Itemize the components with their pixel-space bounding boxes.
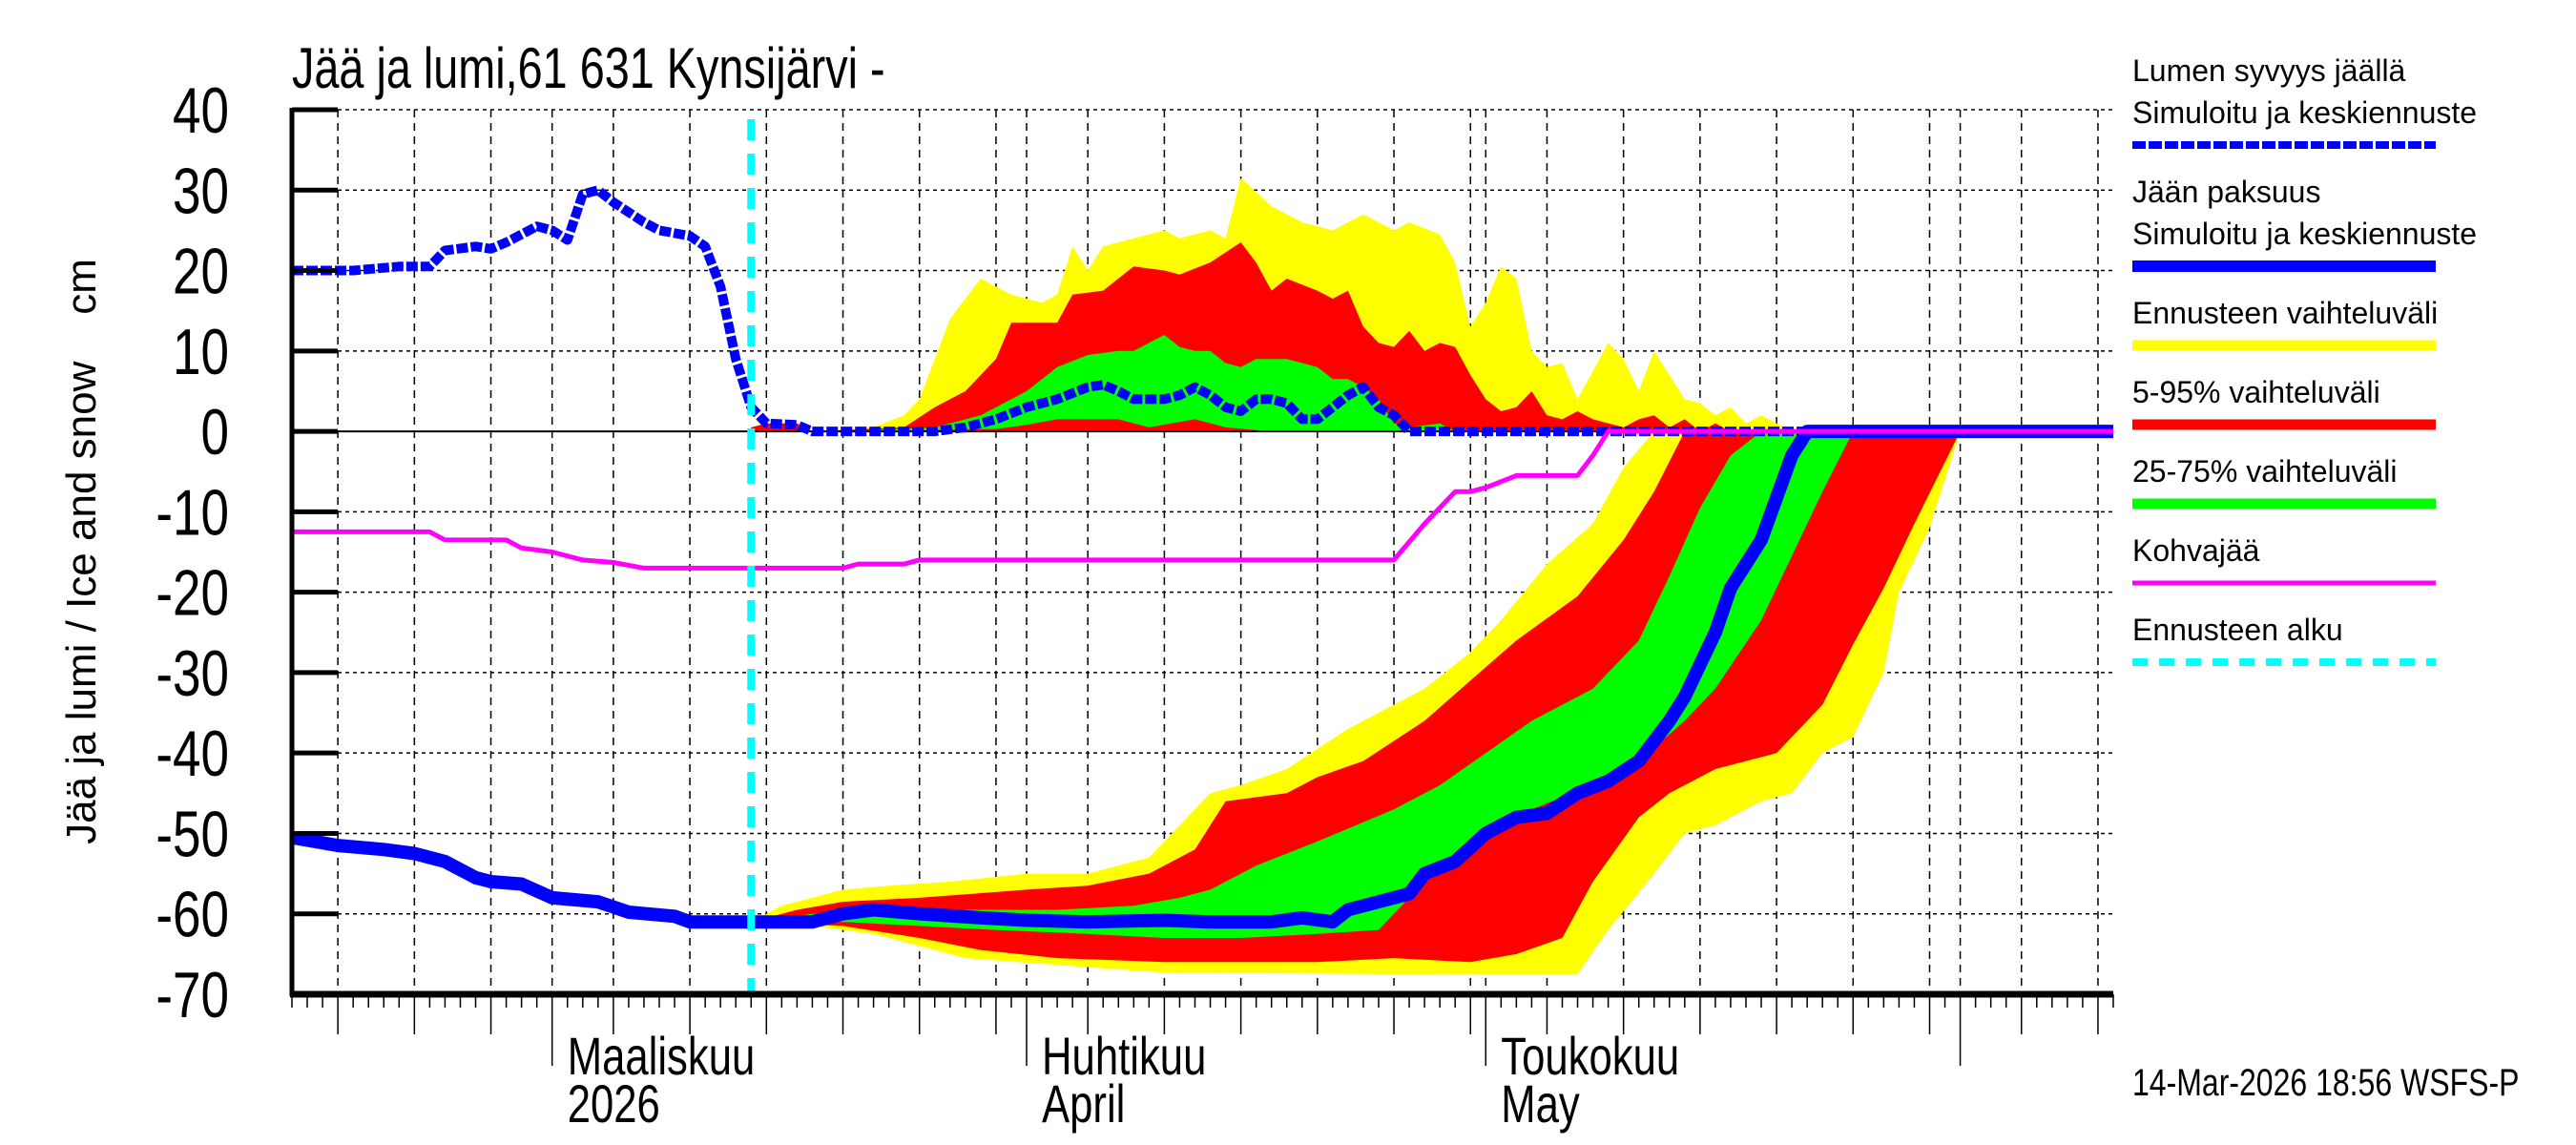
series-j-n-paksuus [290,425,2113,929]
y-tick-label: -70 [156,959,229,1031]
legend-label: Jään paksuus [2132,175,2320,209]
axes [289,107,2114,1066]
legend-label: Ennusteen vaihteluväli [2132,296,2438,330]
y-tick-label: 20 [173,235,229,307]
y-tick-label: 30 [173,155,229,227]
month-sublabel: 2026 [568,1074,660,1134]
band-ice-25-75 [751,431,1854,939]
band-snow-5-95 [751,242,1731,432]
legend-label: Ennusteen alku [2132,613,2343,647]
y-tick-label: 40 [173,74,229,147]
y-axis-label: Jää ja lumi / Ice and snow cm [58,259,105,844]
legend-label: 25-75% vaihteluväli [2132,454,2398,489]
month-label: Toukokuu [1501,1027,1679,1086]
band-ice-5-95 [751,431,1961,963]
legend-label: Kohvajää [2132,533,2260,568]
series-kohvaj- [292,428,2113,571]
month-label: Huhtikuu [1042,1027,1206,1086]
chart-title: Jää ja lumi,61 631 Kynsijärvi - [292,36,885,100]
y-tick-label: -20 [156,556,229,629]
footer-timestamp: 14-Mar-2026 18:56 WSFS-P [2132,1061,2519,1104]
forecast-bands [751,177,1961,974]
series-lines [290,119,2113,994]
legend-sublabel: Simuloitu ja keskiennuste [2132,95,2477,130]
month-label: Maaliskuu [568,1027,756,1086]
y-tick-label: -10 [156,476,229,549]
series-lumen-syvyys-j-ll- [292,185,2113,437]
y-tick-label: 0 [200,396,229,468]
legend: Lumen syvyys jäällä Simuloitu ja keskienn… [2132,53,2477,666]
labels: Jää ja lumi,61 631 Kynsijärvi - Jää ja l… [58,36,2519,1134]
month-sublabel: May [1501,1074,1579,1134]
month-sublabel: April [1042,1074,1125,1134]
legend-label: Lumen syvyys jäällä [2132,53,2406,88]
legend-sublabel: Simuloitu ja keskiennuste [2132,217,2477,251]
y-tick-label: -30 [156,637,229,710]
legend-label: 5-95% vaihteluväli [2132,375,2380,409]
y-tick-label: -60 [156,878,229,950]
y-tick-label: -50 [156,798,229,870]
y-tick-label: -40 [156,718,229,790]
y-tick-label: 10 [173,315,229,387]
